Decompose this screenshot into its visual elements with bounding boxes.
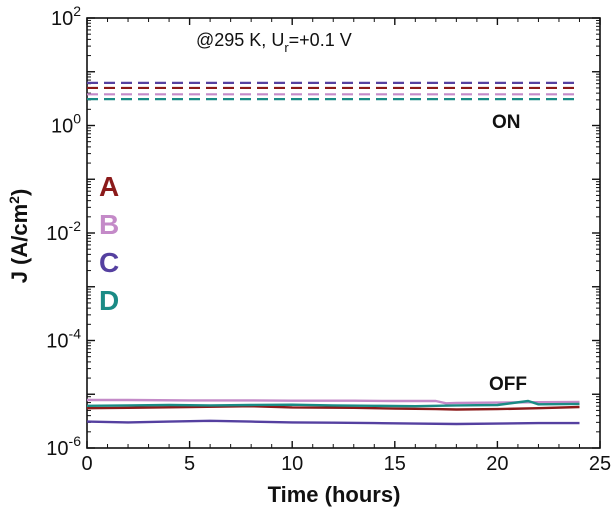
y-axis-title-main: J (A/cm <box>7 204 32 283</box>
y-tick-label: 10-2 <box>46 218 81 245</box>
legend-label-b: B <box>99 209 119 240</box>
off-line-series-a <box>86 405 580 411</box>
on-label: ON <box>492 112 521 133</box>
y-axis-title-tail: ) <box>7 189 32 196</box>
y-tick-label: 10-4 <box>46 326 81 353</box>
off-line-series-d <box>86 399 580 408</box>
x-tick-label: 20 <box>486 453 508 475</box>
y-tick-label: 102 <box>51 3 81 30</box>
off-line-series-c <box>86 419 580 426</box>
condition-annotation: @295 K, Ur=+0.1 V <box>196 30 352 55</box>
condition-subscript: r <box>284 40 289 55</box>
axis-ticks: 0 5 10 15 20 25 10-6 10-4 10-2 100 102 <box>46 3 611 475</box>
y-tick-label: 10-6 <box>46 433 81 460</box>
x-tick-label: 25 <box>589 453 611 475</box>
off-line-series-b <box>87 398 580 405</box>
x-tick-label: 5 <box>184 453 195 475</box>
off-label: OFF <box>489 374 527 395</box>
x-axis-title: Time (hours) <box>268 482 401 507</box>
x-tick-label: 10 <box>281 453 303 475</box>
y-tick-label: 100 <box>51 111 81 138</box>
legend-label-d: D <box>99 285 119 316</box>
legend-label-a: A <box>99 171 119 202</box>
y-axis-title-superscript: 2 <box>6 196 22 204</box>
y-axis-title: J (A/cm2) <box>6 189 32 284</box>
x-tick-label: 15 <box>384 453 406 475</box>
legend-label-c: C <box>99 247 119 278</box>
series-layer <box>86 81 580 426</box>
condition-suffix: =+0.1 V <box>289 30 352 50</box>
condition-prefix: @295 K, U <box>196 30 284 50</box>
x-tick-label: 0 <box>81 453 92 475</box>
